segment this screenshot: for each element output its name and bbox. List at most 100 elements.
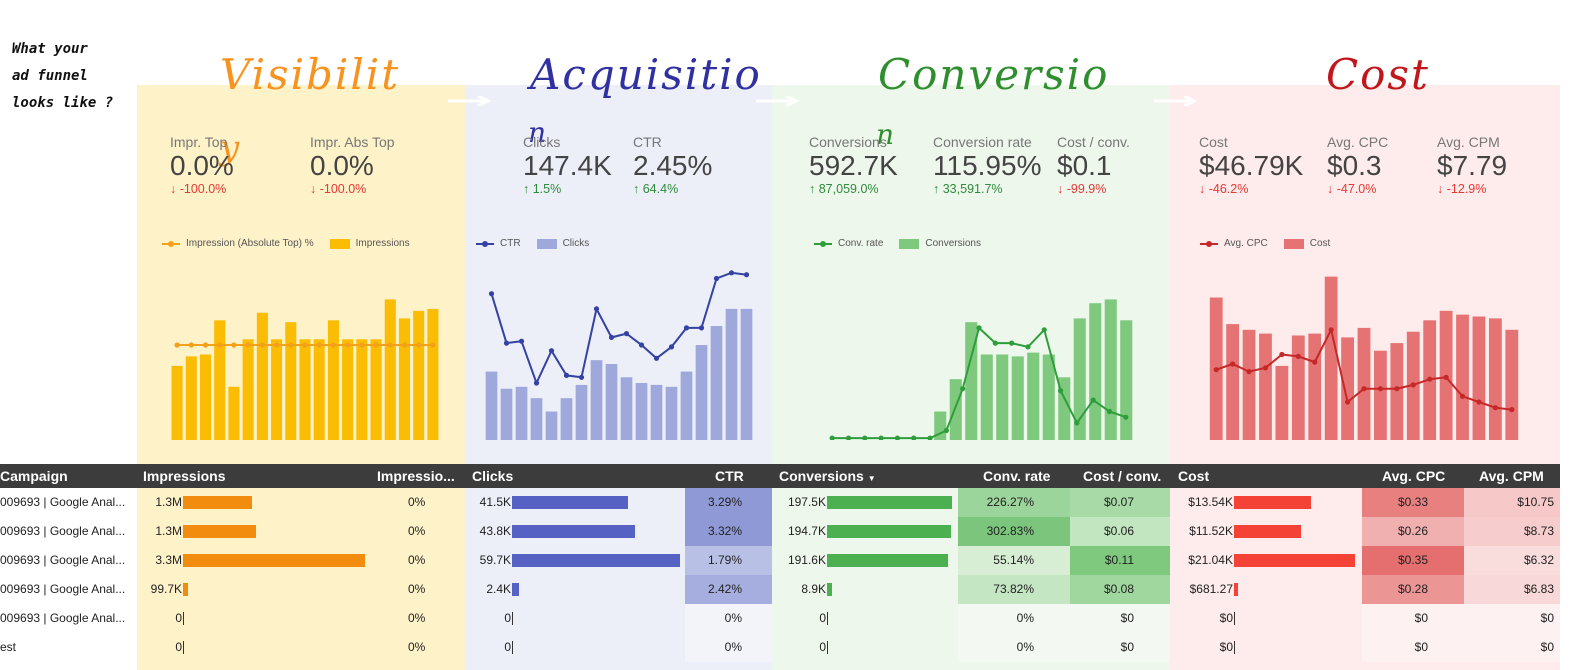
arrow-right-icon [1154, 96, 1198, 106]
bar-mark [1073, 318, 1086, 440]
col-avg-cpc[interactable]: Avg. CPC [1382, 468, 1446, 484]
legend-label: Impressions [355, 238, 410, 249]
cell-campaign: 009693 | Google Anal... [0, 575, 135, 604]
cell-clicks: 43.8K [465, 517, 685, 546]
cell-value: 0% [408, 611, 426, 625]
kpi-conversions[interactable]: Conversions 592.7K ↑ 87,059.0% [809, 134, 898, 196]
kpi-label: CTR [633, 134, 662, 150]
cell-value: 0% [408, 640, 426, 654]
kpi-ctr[interactable]: CTR 2.45% ↑ 64.4% [633, 134, 712, 196]
col-conversions[interactable]: Conversions ▼ [779, 468, 876, 484]
legend-label: Cost [1309, 238, 1331, 249]
cell-bar [827, 641, 828, 654]
kpi-label: Impr. Top [170, 134, 228, 150]
bar-mark [1324, 276, 1338, 440]
kpi-cost[interactable]: Cost $46.79K ↓ -46.2% [1199, 134, 1303, 196]
cell-value: 194.7K [787, 524, 826, 538]
kpi-delta: ↑ 1.5% [523, 182, 562, 196]
legend-bar-swatch [329, 238, 350, 249]
line-point [668, 344, 675, 350]
kpi-conv-rate[interactable]: Conversion rate 115.95% ↑ 33,591.7% [933, 134, 1041, 196]
cell-value: 009693 | Google Anal... [0, 553, 126, 567]
bar-mark [1357, 327, 1371, 440]
kpi-impr-abs-top[interactable]: Impr. Abs Top 0.0% ↓ -100.0% [310, 134, 395, 196]
table-row[interactable]: est 0 0% 0 0% 0 0% $0 $0 $0 $0 [0, 633, 1560, 662]
col-impressions[interactable]: Impressions [143, 468, 226, 484]
cell-bar [827, 612, 828, 625]
table-row[interactable]: 009693 | Google Anal... 1.3M 0% 41.5K 3.29% 1… [0, 488, 1560, 517]
cell-conv-rate: 0% [958, 604, 1070, 633]
table-row[interactable]: 009693 | Google Anal... 0 0% 0 0% 0 0% $0 $0 $0 $0 [0, 604, 1560, 633]
line-point [1328, 327, 1334, 333]
cell-conv-rate: 55.14% [958, 546, 1070, 575]
cell-value: 009693 | Google Anal... [0, 524, 126, 538]
bar-mark [285, 322, 297, 440]
cell-bar [827, 554, 949, 567]
bar-mark [635, 383, 648, 440]
bar-mark [710, 326, 723, 440]
kpi-avg-cpm[interactable]: Avg. CPM $7.79 ↓ -12.9% [1437, 134, 1507, 196]
line-point [533, 380, 540, 386]
kpi-avg-cpc[interactable]: Avg. CPC $0.3 ↓ -47.0% [1327, 134, 1388, 196]
note-line: looks like ? [12, 95, 114, 111]
table-row[interactable]: 009693 | Google Anal... 3.3M 0% 59.7K 1.79% 1… [0, 546, 1560, 575]
bar-mark [1011, 356, 1024, 440]
cell-bar [1234, 496, 1312, 509]
bar-mark [1390, 343, 1404, 440]
kpi-clicks[interactable]: Clicks 147.4K ↑ 1.5% [523, 134, 612, 196]
col-conv-rate[interactable]: Conv. rate [983, 468, 1051, 484]
col-cost[interactable]: Cost [1178, 468, 1210, 484]
col-clicks[interactable]: Clicks [472, 468, 514, 484]
line-point [593, 306, 600, 312]
cell-impr-pct: 0% [372, 633, 462, 662]
cell-ctr: 2.42% [685, 575, 772, 604]
line-point [563, 372, 570, 378]
cell-value: 197.5K [787, 495, 826, 509]
chart-conversion [829, 299, 1133, 440]
bar-mark [515, 386, 528, 440]
line-point [245, 342, 251, 348]
line-point [1230, 361, 1236, 367]
col-ctr[interactable]: CTR [715, 468, 744, 484]
cell-bar [1234, 554, 1355, 567]
kpi-impr-top[interactable]: Impr. Top 0.0% ↓ -100.0% [170, 134, 234, 196]
kpi-value: $46.79K [1199, 150, 1304, 181]
line-point [911, 435, 917, 440]
line-point [992, 340, 998, 346]
col-impr-pct[interactable]: Impressio... [377, 468, 455, 484]
col-avg-cpm[interactable]: Avg. CPM [1479, 468, 1544, 484]
cell-avg-cpc: $0.35 [1362, 546, 1464, 575]
cell-clicks: 0 [465, 633, 685, 662]
legend-label: Conv. rate [838, 238, 884, 249]
line-point [1106, 408, 1113, 415]
line-point [713, 275, 720, 282]
cell-avg-cpm: $10.75 [1464, 488, 1560, 517]
bar-mark [485, 371, 498, 440]
cell-value: 0 [504, 640, 511, 654]
cell-conversions: 0 [772, 633, 957, 662]
bar-mark [1120, 320, 1133, 440]
cell-value: 99.7K [150, 582, 182, 596]
bar-mark [228, 386, 240, 440]
stage-title-visibility: Visibilit [220, 50, 401, 99]
cell-ctr: 3.29% [685, 488, 772, 517]
kpi-cost-per-conv[interactable]: Cost / conv. $0.1 ↓ -99.9% [1057, 134, 1130, 196]
table-row[interactable]: 009693 | Google Anal... 99.7K 0% 2.4K 2.42% 8… [0, 575, 1560, 604]
cell-conversions: 191.6K [772, 546, 957, 575]
col-campaign[interactable]: Campaign [0, 468, 68, 484]
cell-impr-pct: 0% [372, 575, 462, 604]
cell-value: $0 [1120, 640, 1134, 654]
line-point [728, 270, 735, 276]
bar-mark [680, 371, 693, 440]
bar-mark [665, 386, 678, 440]
col-cost-per-conv[interactable]: Cost / conv. [1083, 468, 1162, 484]
cell-value: 8.9K [801, 582, 826, 596]
legend-label: Clicks [562, 238, 590, 249]
cell-value: 0% [1016, 640, 1034, 654]
table-row[interactable]: 009693 | Google Anal... 1.3M 0% 43.8K 3.32% 1… [0, 517, 1560, 546]
line-point [217, 342, 223, 348]
data-table: 009693 | Google Anal... 1.3M 0% 41.5K 3.29% 1… [0, 488, 1560, 662]
bar-mark [1242, 329, 1256, 440]
line-point [608, 334, 615, 340]
kpi-value: 0.0% [170, 150, 234, 181]
